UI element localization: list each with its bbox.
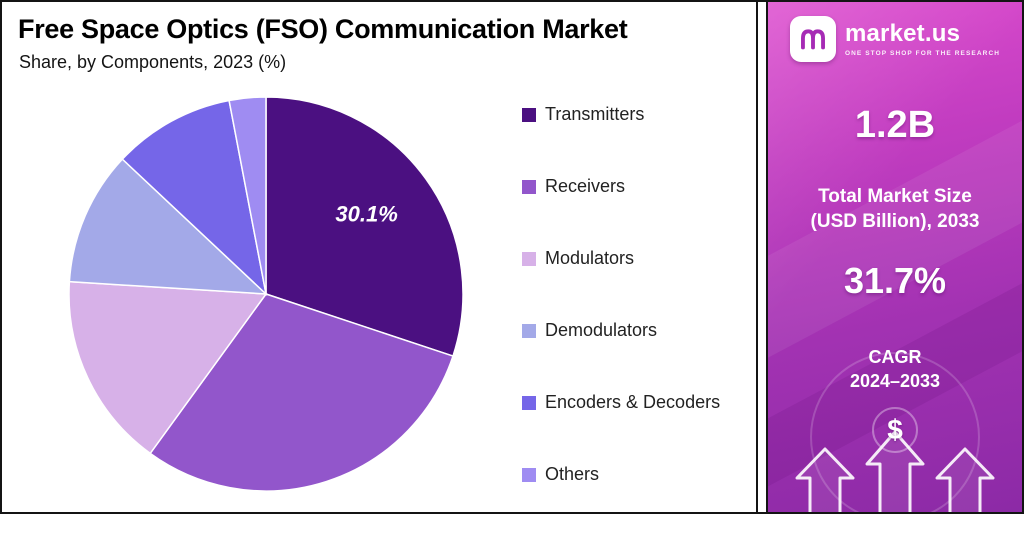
legend-label: Receivers xyxy=(545,176,626,196)
cagr-label-line2: 2024–2033 xyxy=(849,370,941,391)
marketus-logo-icon xyxy=(789,16,836,62)
legend-item-transmitters: Transmitters xyxy=(522,104,720,125)
pie-slice-demodulators xyxy=(68,158,269,295)
pie-slice-modulators xyxy=(68,280,268,455)
pie-chart: 30.1% xyxy=(68,96,464,492)
chart-panel: Free Space Optics (FSO) Communication Ma… xyxy=(2,2,758,512)
dollar-sign: $ xyxy=(887,414,903,446)
brand-name: market.us xyxy=(844,19,961,47)
brand-text: market.us ONE STOP SHOP FOR THE RESEARCH xyxy=(844,19,1001,57)
pie-slice-others xyxy=(228,96,267,295)
legend-swatch xyxy=(522,107,536,122)
pie-slice-transmitters xyxy=(265,96,464,357)
chart-legend: Transmitters Receivers Modulators Demodulat… xyxy=(522,104,720,536)
pie-slice-receivers xyxy=(149,293,454,492)
pie-slice-data-label: 30.1% xyxy=(335,201,397,226)
legend-swatch xyxy=(522,179,536,194)
growth-arrows-icon xyxy=(795,430,995,512)
legend-label: Demodulators xyxy=(545,320,658,340)
market-size-label: Total Market Size (USD Billion), 2033 xyxy=(811,185,980,234)
page-title: Free Space Optics (FSO) Communication Ma… xyxy=(18,14,628,44)
chart-subtitle: Share, by Components, 2023 (%) xyxy=(19,52,287,72)
dollar-icon: $ xyxy=(872,407,918,454)
legend-label: Others xyxy=(545,464,600,484)
market-size-label-line2: (USD Billion), 2033 xyxy=(810,210,980,232)
legend-item-others: Others xyxy=(522,464,720,485)
legend-swatch xyxy=(522,395,536,410)
brand-panel: market.us ONE STOP SHOP FOR THE RESEARCH… xyxy=(766,2,1022,512)
pie-slice-encoders-decoders xyxy=(121,99,268,297)
market-size-value: 1.2B xyxy=(854,104,936,146)
legend-swatch xyxy=(522,251,536,266)
legend-label: Transmitters xyxy=(545,104,645,124)
cagr-value: 31.7% xyxy=(843,260,947,302)
legend-item-receivers: Receivers xyxy=(522,176,720,197)
cagr-label: CAGR 2024–2033 xyxy=(850,346,940,393)
infographic-frame: Free Space Optics (FSO) Communication Ma… xyxy=(0,0,1024,514)
cagr-label-line1: CAGR xyxy=(868,347,922,368)
legend-label: Modulators xyxy=(545,248,635,268)
legend-item-modulators: Modulators xyxy=(522,248,720,269)
panel-divider xyxy=(758,2,766,512)
legend-swatch xyxy=(522,467,536,482)
legend-item-encoders-decoders: Encoders & Decoders xyxy=(522,392,720,413)
legend-item-demodulators: Demodulators xyxy=(522,320,720,341)
legend-swatch xyxy=(522,323,536,338)
brand-lockup: market.us ONE STOP SHOP FOR THE RESEARCH xyxy=(789,16,1001,62)
brand-tagline: ONE STOP SHOP FOR THE RESEARCH xyxy=(844,49,1001,57)
legend-label: Encoders & Decoders xyxy=(545,392,721,412)
market-size-label-line1: Total Market Size xyxy=(818,186,972,207)
